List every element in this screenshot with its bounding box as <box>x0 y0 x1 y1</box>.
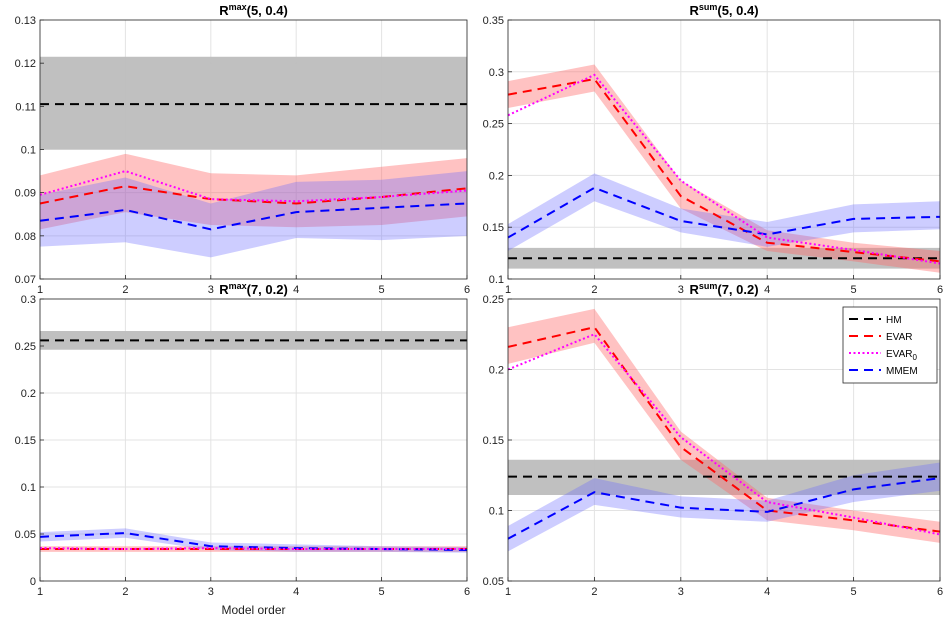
x-tick-label: 3 <box>678 586 684 598</box>
legend-label: MMEM <box>886 366 918 377</box>
y-tick-label: 0.2 <box>489 170 504 182</box>
x-tick-label: 5 <box>379 586 385 598</box>
band-mmem <box>508 173 940 252</box>
series-line-evar0 <box>507 333 941 536</box>
legend-box <box>842 306 938 384</box>
panel-rmax-7-0.2: 1 2 3 4 5 6 0 0.05 0.1 0.15 0.2 0.25 0.3 Rmax(7, 0.2)… <box>15 281 470 617</box>
y-tick-label: 0.25 <box>483 119 504 131</box>
x-tick-label: 6 <box>464 284 470 296</box>
y-tick-label: 0.2 <box>489 365 504 377</box>
x-tick-label: 6 <box>937 586 943 598</box>
x-tick-label: 3 <box>678 284 684 296</box>
band-evar <box>508 308 940 543</box>
panel-rmax-5-0.4: 1 2 3 4 5 6 0.07 0.08 0.09 0.1 0.11 0.12 0.13 Rmax(5,… <box>15 2 470 296</box>
y-tick-label: 0.2 <box>21 388 36 400</box>
y-tick-label: 0.08 <box>15 231 36 243</box>
x-tick-label: 4 <box>764 284 770 296</box>
x-tick-label: 2 <box>122 586 128 598</box>
band-mmem <box>40 171 467 258</box>
x-tick-label: 1 <box>37 586 43 598</box>
x-tick-label: 1 <box>505 586 511 598</box>
y-tick-label: 0.15 <box>15 435 36 447</box>
x-tick-label: 3 <box>208 284 214 296</box>
legend-label: HM <box>886 315 902 326</box>
band-evar <box>40 153 467 230</box>
x-tick-label: 2 <box>591 586 597 598</box>
x-tick-label: 4 <box>293 586 299 598</box>
y-tick-label: 0.1 <box>489 274 504 286</box>
band-evar <box>508 64 940 273</box>
legend: HM EVAR EVAR0 MMEM <box>842 306 938 384</box>
x-tick-label: 1 <box>505 284 511 296</box>
series-line-mmem <box>39 532 468 551</box>
y-tick-label: 0.09 <box>15 188 36 200</box>
y-tick-label: 0.35 <box>483 15 504 27</box>
legend-label: EVAR <box>886 332 913 343</box>
series-line-evar0 <box>39 547 467 551</box>
x-tick-label: 3 <box>208 586 214 598</box>
y-tick-label: 0.15 <box>483 435 504 447</box>
panel-rsum-7-0.2: 1 2 3 4 5 6 0.05 0.1 0.15 0.2 0.25 Rsum(7, 0.2) <box>483 281 943 598</box>
y-tick-label: 0.12 <box>15 58 36 70</box>
chart-title: Rmax(7, 0.2) <box>219 281 288 297</box>
x-tick-label: 4 <box>293 284 299 296</box>
series-line-mmem <box>507 186 941 239</box>
y-tick-label: 0.13 <box>15 15 36 27</box>
legend-label: EVAR0 <box>886 349 918 362</box>
y-tick-label: 0.3 <box>489 67 504 79</box>
band-mmem <box>508 462 940 552</box>
y-tick-label: 0.15 <box>483 222 504 234</box>
y-tick-label: 0.25 <box>15 341 36 353</box>
axes-frame <box>507 19 941 280</box>
x-tick-label: 6 <box>937 284 943 296</box>
y-tick-label: 0.05 <box>483 576 504 588</box>
panel-rsum-5-0.4: 1 2 3 4 5 6 0.1 0.15 0.2 0.25 0.3 0.35 Rsum(5, 0.4) <box>483 2 943 296</box>
plot-area <box>508 20 940 279</box>
series-line-evar <box>507 326 941 533</box>
x-axis-label: Model order <box>221 603 285 617</box>
y-tick-label: 0.1 <box>21 145 36 157</box>
series-line-evar0 <box>507 73 941 265</box>
series-line-mmem <box>507 477 941 540</box>
x-tick-label: 5 <box>851 284 857 296</box>
band-hm <box>40 56 467 150</box>
y-tick-label: 0.1 <box>489 506 504 518</box>
chart-title: Rsum(7, 0.2) <box>689 281 758 297</box>
series-line-mmem <box>39 202 468 231</box>
series-line-evar0 <box>39 170 468 203</box>
x-tick-label: 4 <box>764 586 770 598</box>
x-tick-label: 2 <box>122 284 128 296</box>
y-tick-label: 0.05 <box>15 529 36 541</box>
series-line-evar <box>39 185 468 205</box>
y-tick-label: 0.11 <box>15 101 36 113</box>
x-tick-label: 5 <box>379 284 385 296</box>
chart-title: Rsum(5, 0.4) <box>689 2 758 18</box>
y-tick-label: 0.1 <box>21 482 36 494</box>
band-mmem <box>40 528 467 553</box>
x-tick-label: 2 <box>591 284 597 296</box>
x-tick-label: 5 <box>851 586 857 598</box>
x-tick-label: 1 <box>37 284 43 296</box>
chart-title: Rmax(5, 0.4) <box>219 2 288 18</box>
y-tick-label: 0.3 <box>21 294 36 306</box>
y-tick-label: 0 <box>30 576 36 588</box>
x-tick-label: 6 <box>464 586 470 598</box>
y-tick-label: 0.25 <box>483 294 504 306</box>
y-tick-label: 0.07 <box>15 274 36 286</box>
